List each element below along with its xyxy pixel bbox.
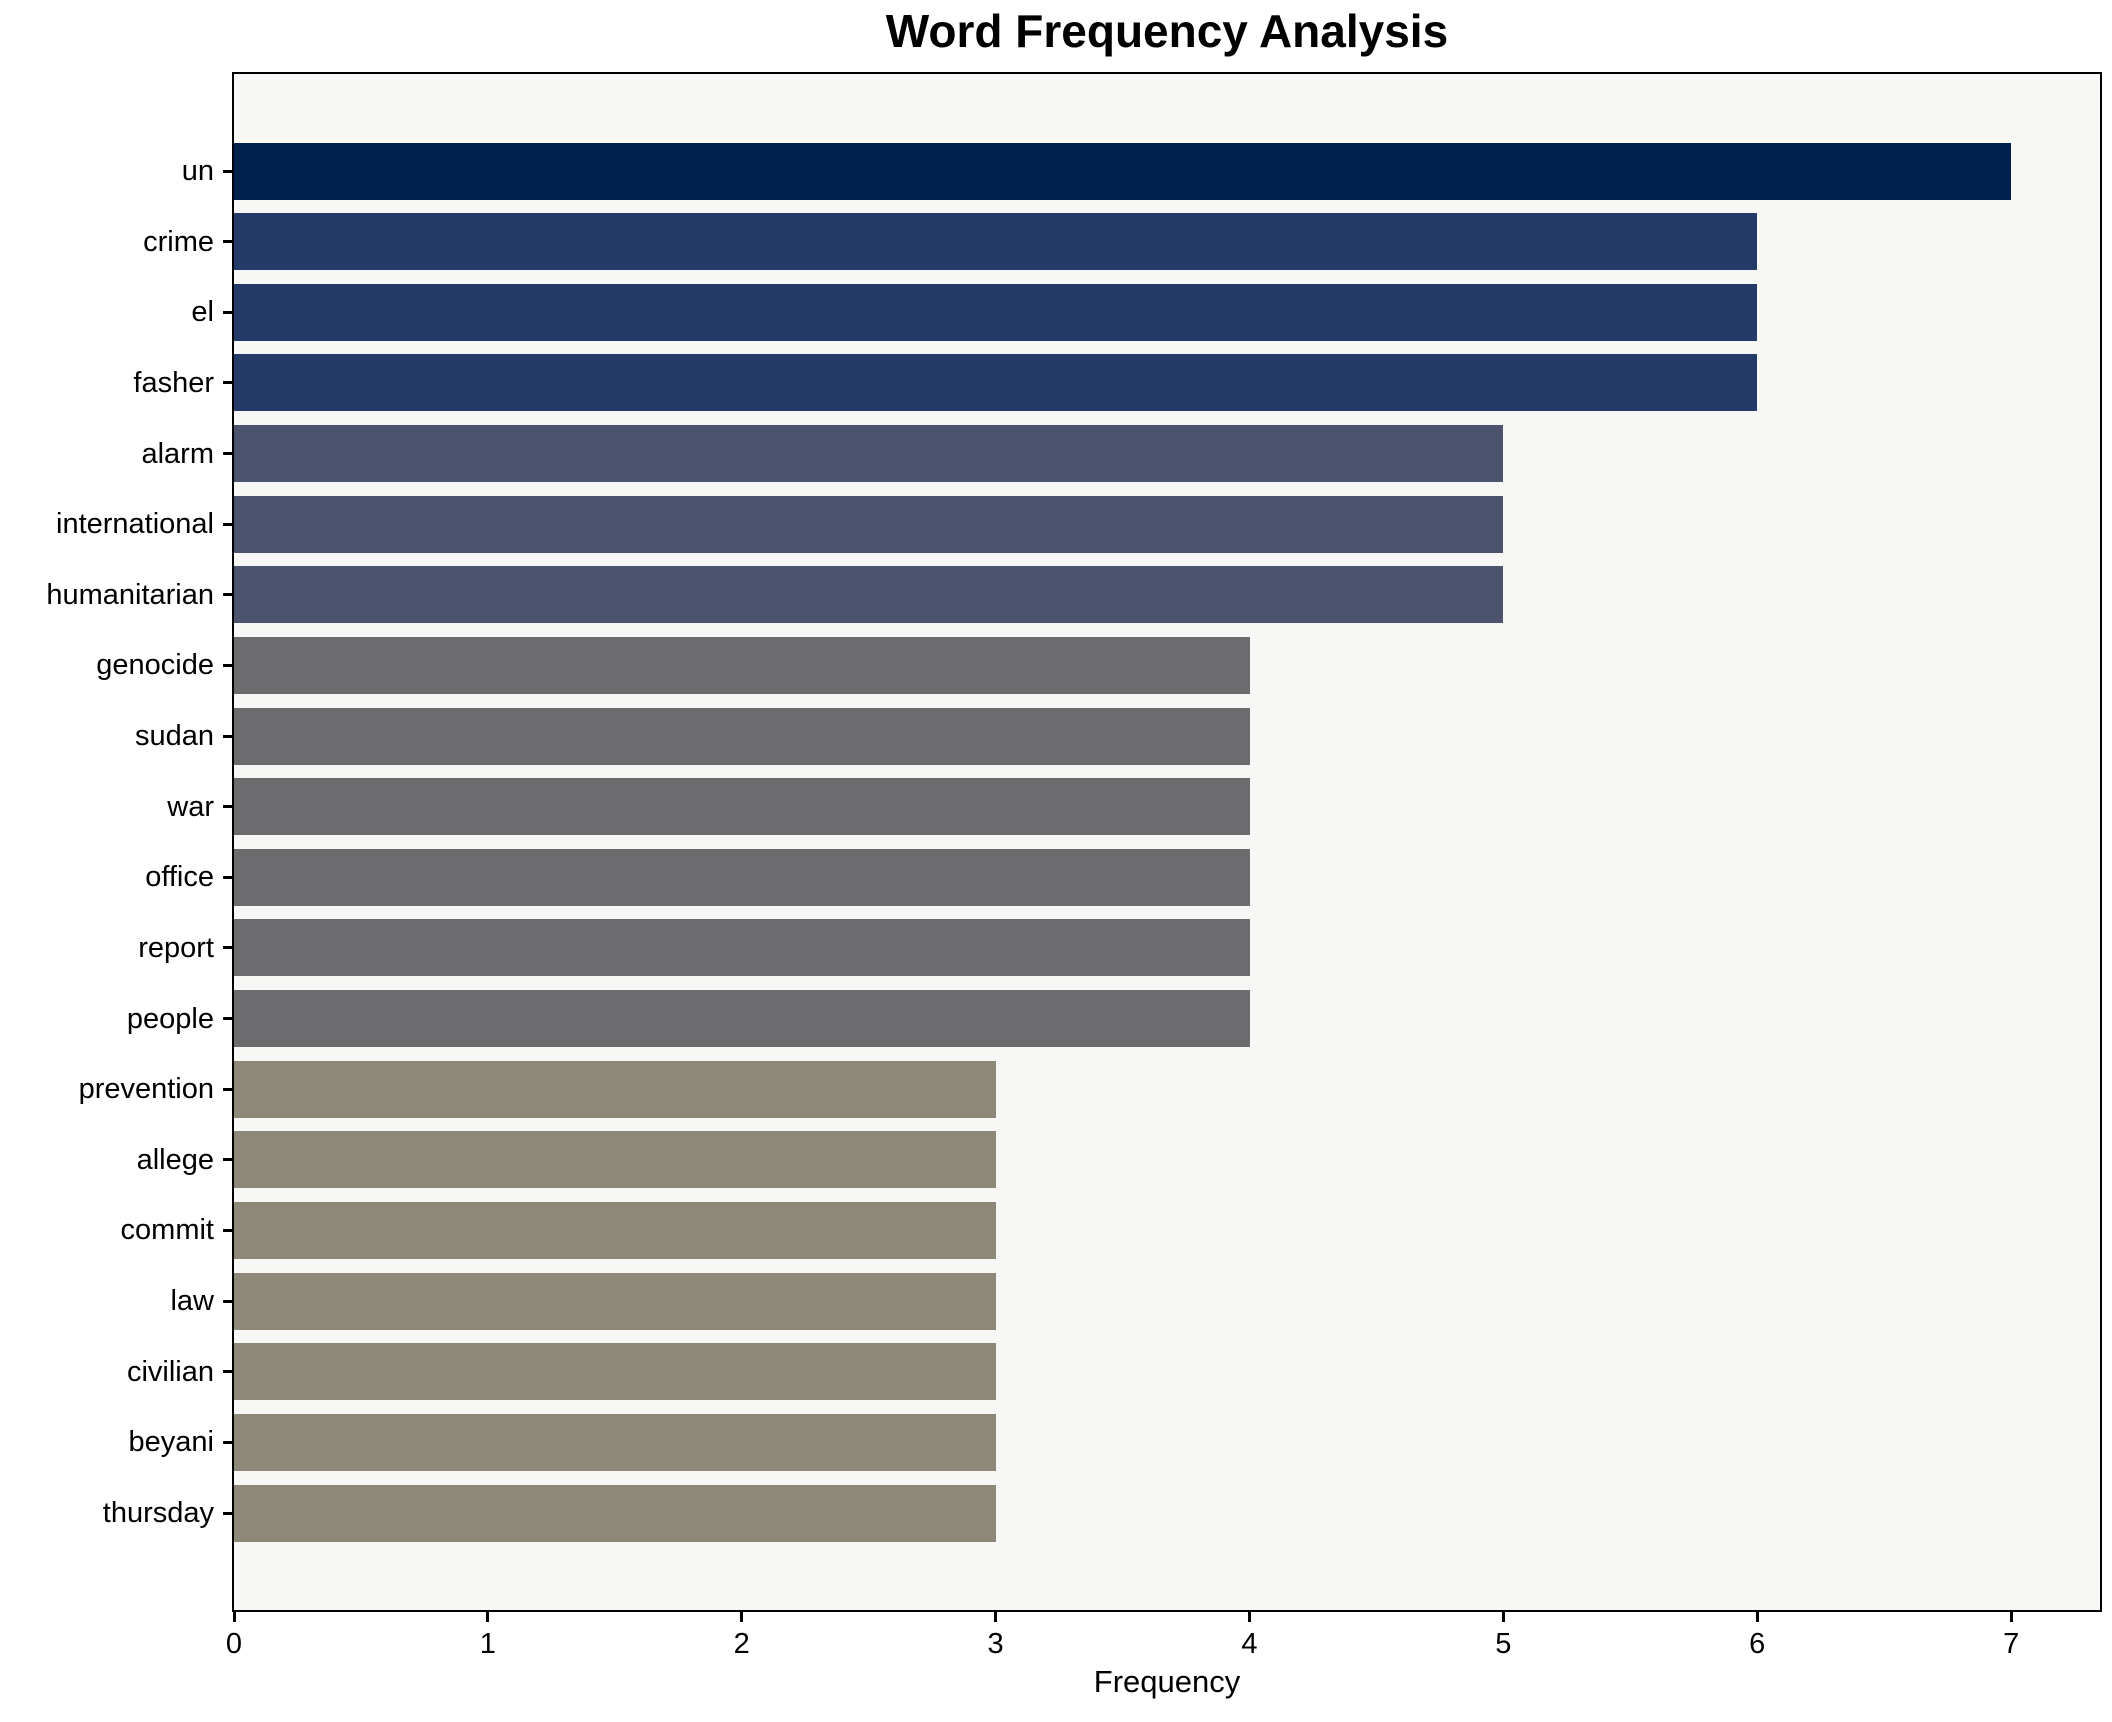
bar-el [234, 283, 1758, 341]
y-tick-label-international: international [56, 508, 214, 541]
bar-un [234, 142, 2012, 200]
y-tick-mark [223, 169, 232, 173]
x-tick-label-4: 4 [1241, 1628, 1258, 1660]
y-tick-mark [223, 381, 232, 385]
x-tick-label-2: 2 [733, 1628, 750, 1660]
bar-alarm [234, 425, 1504, 483]
x-tick-label-5: 5 [1495, 1628, 1512, 1660]
bar-law [234, 1272, 996, 1330]
x-tick-label-0: 0 [225, 1628, 243, 1660]
y-tick-label-crime: crime [143, 225, 214, 258]
bar-commit [234, 1201, 996, 1259]
bar-humanitarian [234, 566, 1504, 624]
bar-genocide [234, 636, 1250, 694]
y-tick-label-office: office [145, 861, 214, 894]
x-tick-mark [994, 1612, 998, 1622]
x-tick-mark [2009, 1612, 2013, 1622]
y-tick-mark [223, 946, 232, 950]
y-tick-label-fasher: fasher [133, 366, 214, 399]
x-tick-mark [1501, 1612, 1505, 1622]
y-tick-label-law: law [170, 1285, 214, 1318]
x-tick-mark [740, 1612, 744, 1622]
y-tick-mark [223, 875, 232, 879]
bar-international [234, 495, 1504, 553]
y-tick-mark [223, 1158, 232, 1162]
y-tick-label-report: report [138, 931, 214, 964]
plot-area [232, 72, 2102, 1612]
chart-title: Word Frequency Analysis [885, 5, 1449, 57]
y-tick-label-allege: allege [136, 1143, 214, 1176]
y-tick-mark [223, 1299, 232, 1303]
x-tick-mark [1248, 1612, 1251, 1622]
bar-people [234, 990, 1250, 1048]
y-tick-label-humanitarian: humanitarian [46, 578, 214, 611]
x-axis-label: Frequency [1093, 1664, 1241, 1699]
y-tick-mark [223, 310, 232, 314]
y-tick-mark [223, 240, 232, 244]
y-tick-mark [223, 1087, 232, 1091]
bar-report [234, 919, 1250, 977]
y-tick-mark [223, 1370, 232, 1374]
bar-office [234, 848, 1250, 906]
y-tick-label-commit: commit [120, 1214, 214, 1247]
y-tick-label-un: un [181, 155, 214, 187]
bar-thursday [234, 1484, 996, 1542]
y-tick-label-war: war [167, 790, 214, 823]
bar-sudan [234, 707, 1250, 765]
y-tick-mark [223, 805, 232, 809]
y-tick-mark [223, 663, 232, 667]
bar-civilian [234, 1343, 996, 1401]
y-tick-mark [223, 1017, 232, 1021]
bar-crime [234, 213, 1758, 271]
x-tick-label-7: 7 [2003, 1628, 2020, 1660]
x-tick-mark [486, 1612, 490, 1622]
x-tick-label-6: 6 [1749, 1628, 1766, 1660]
y-tick-mark [223, 734, 232, 738]
y-tick-label-thursday: thursday [102, 1497, 214, 1529]
bar-allege [234, 1131, 996, 1189]
y-tick-label-alarm: alarm [141, 437, 214, 470]
y-tick-label-civilian: civilian [126, 1355, 214, 1388]
x-tick-label-3: 3 [987, 1628, 1004, 1660]
bar-war [234, 778, 1250, 836]
y-tick-mark [223, 1228, 232, 1232]
y-tick-mark [223, 1440, 232, 1444]
y-tick-label-prevention: prevention [78, 1073, 214, 1106]
y-tick-mark [223, 593, 232, 597]
y-tick-mark [223, 452, 232, 456]
bar-fasher [234, 354, 1758, 412]
x-tick-label-1: 1 [479, 1628, 496, 1660]
y-tick-label-sudan: sudan [134, 720, 214, 753]
y-tick-label-beyani: beyani [128, 1426, 214, 1459]
y-tick-label-people: people [126, 1002, 214, 1035]
y-tick-label-el: el [191, 296, 214, 329]
x-tick-mark [232, 1612, 236, 1622]
x-tick-mark [1755, 1612, 1759, 1622]
y-tick-mark [223, 522, 232, 526]
bar-prevention [234, 1060, 996, 1118]
y-tick-mark [223, 1511, 232, 1515]
y-tick-label-genocide: genocide [96, 649, 214, 682]
bar-beyani [234, 1413, 996, 1471]
